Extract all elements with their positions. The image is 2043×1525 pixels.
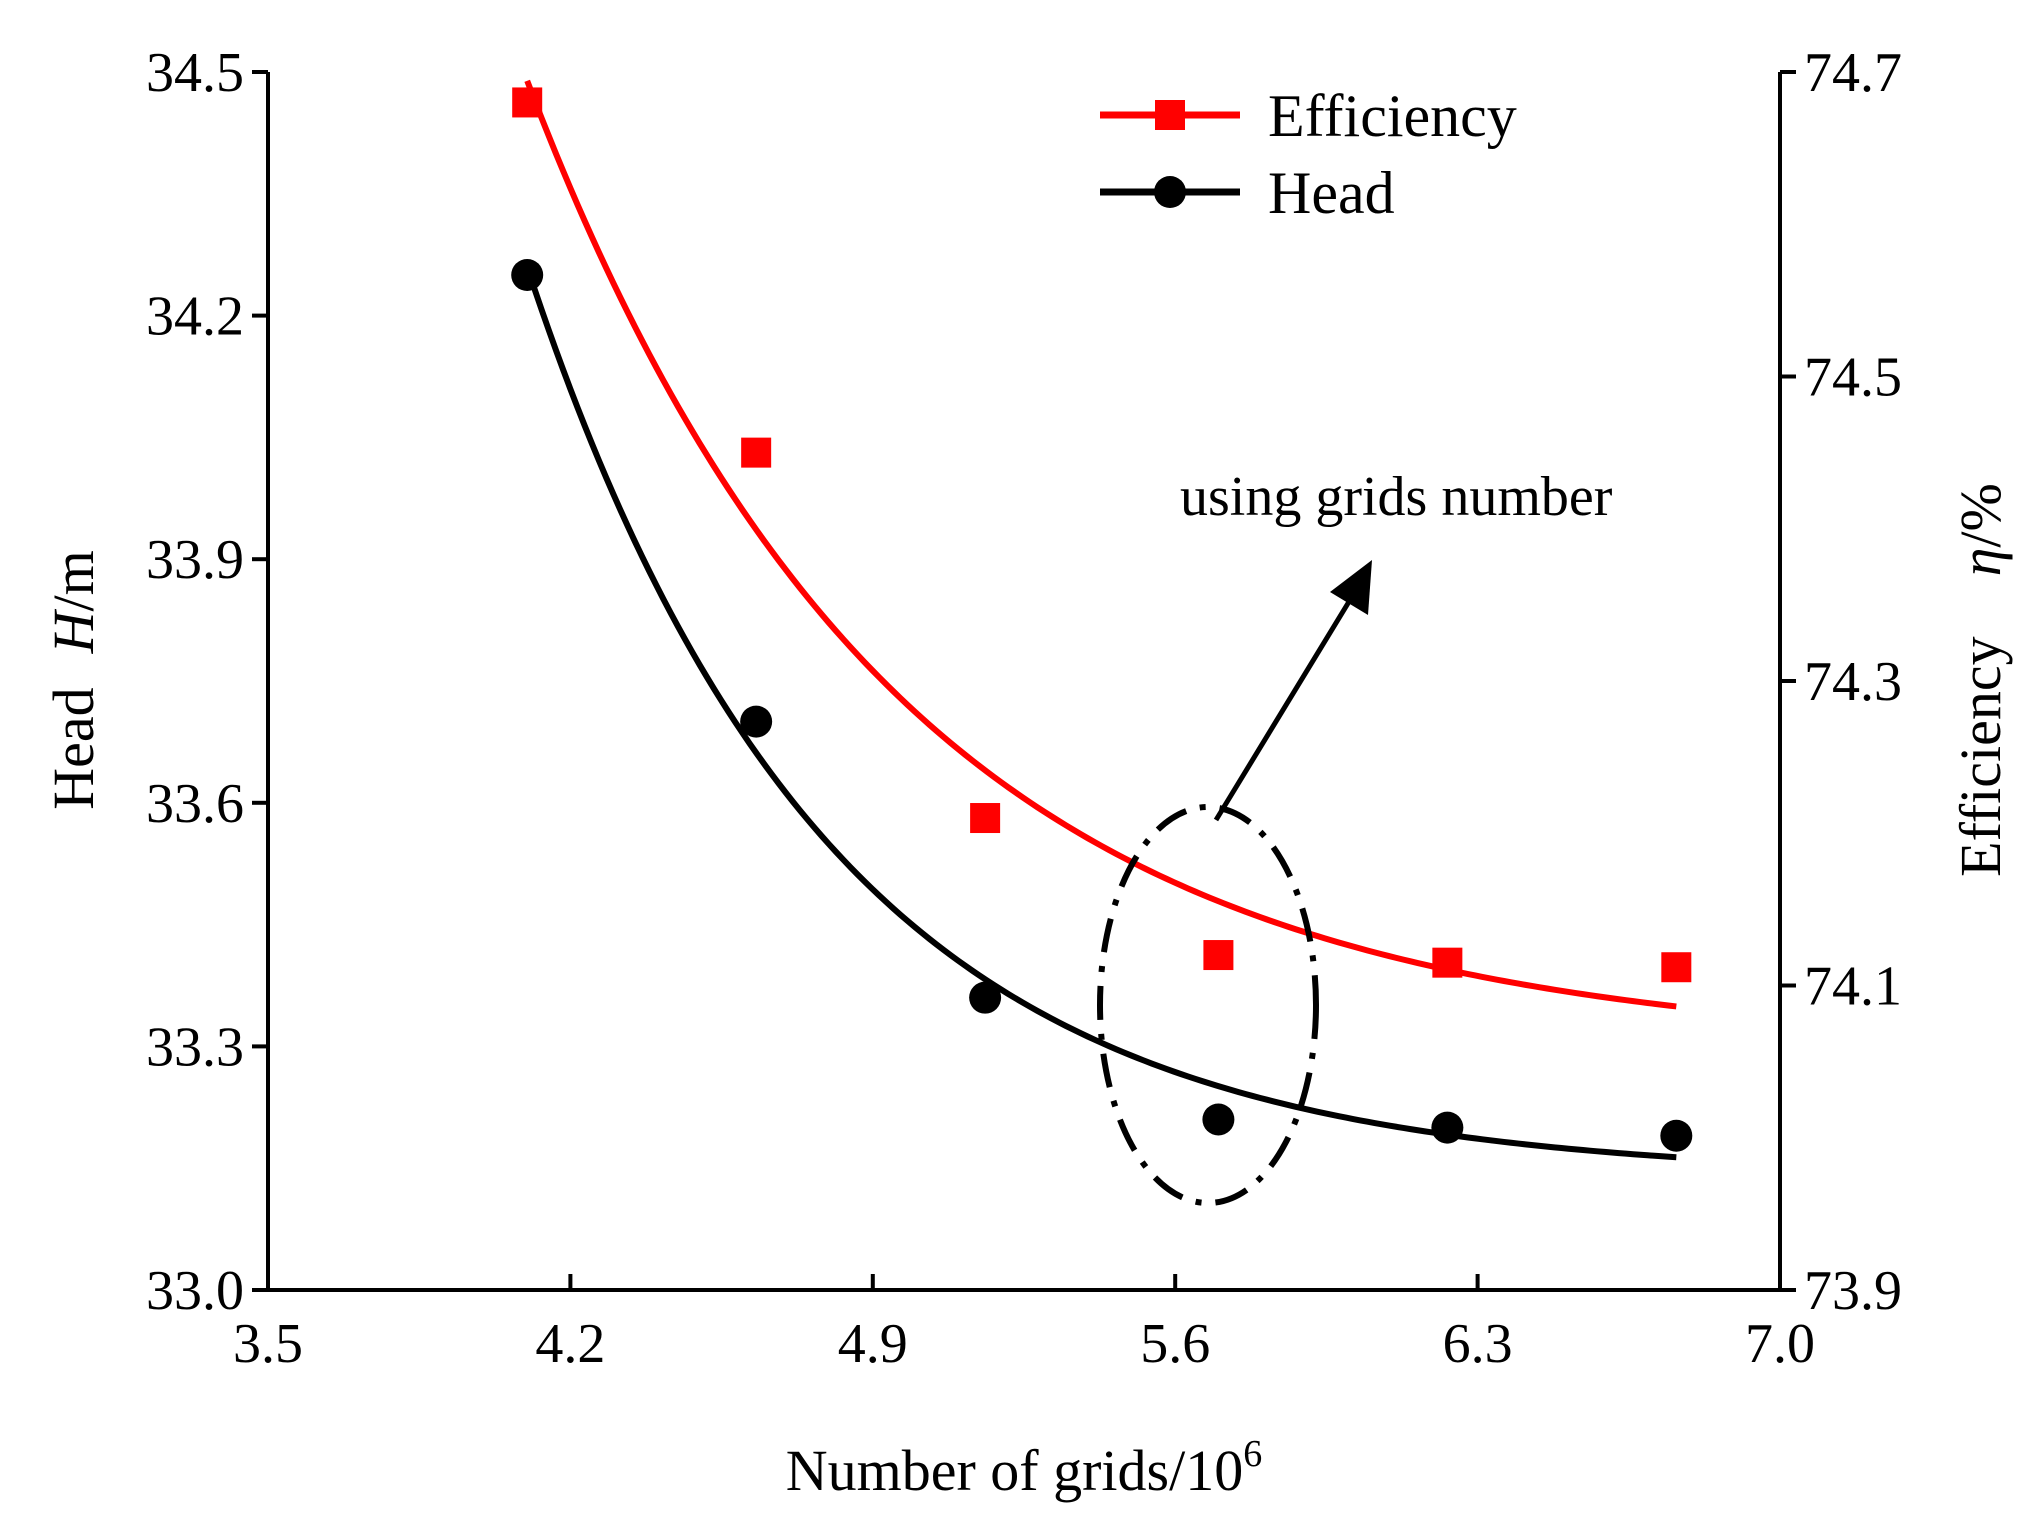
y-left-tick-label: 33.6 (146, 773, 244, 835)
highlight-ellipse (1097, 804, 1319, 1206)
efficiency-point (1432, 947, 1463, 978)
efficiency-point (1203, 940, 1234, 971)
x-tick-label: 3.5 (233, 1313, 303, 1375)
series-layer (511, 79, 1693, 1161)
legend-item-efficiency: Efficiency (1100, 83, 1517, 149)
y-left-tick-label: 33.3 (146, 1016, 244, 1078)
y-right-axis-title: Efficiency η/% (1948, 483, 2013, 877)
efficiency-point (512, 87, 543, 118)
x-tick-label: 6.3 (1443, 1313, 1513, 1375)
y-left-tick-label: 34.5 (146, 42, 244, 104)
x-axis-title-exponent: 6 (1243, 1433, 1262, 1475)
head-point (1431, 1111, 1464, 1144)
y-right-title-symbol: η (1948, 548, 2013, 577)
y-left-axis-title: Head H/m (41, 550, 106, 810)
annotation-arrowhead (1330, 560, 1372, 615)
efficiency-point (741, 437, 772, 468)
y-left-title-prefix: Head (41, 687, 106, 809)
legend-head-label: Head (1268, 160, 1395, 226)
annotation-text: using grids number (1180, 466, 1613, 528)
legend-efficiency-label: Efficiency (1268, 83, 1517, 149)
x-tick-label: 4.9 (838, 1313, 908, 1375)
y-right-tick-label: 74.5 (1804, 347, 1902, 409)
x-ticks: 3.5 4.2 4.9 5.6 6.3 7.0 (233, 1274, 1815, 1375)
head-point (1202, 1103, 1235, 1136)
x-axis-title-text: Number of grids/10 (786, 1438, 1244, 1503)
y-right-tick-label: 74.3 (1804, 651, 1902, 713)
axes (266, 72, 1782, 1292)
y-left-tick-label: 33.0 (146, 1260, 244, 1322)
y-right-tick-label: 74.1 (1804, 956, 1902, 1018)
x-tick-label: 5.6 (1140, 1313, 1210, 1375)
head-curve (524, 266, 1677, 1161)
x-tick-label: 4.2 (535, 1313, 605, 1375)
y-right-title-prefix: Efficiency (1948, 636, 2013, 876)
x-axis-title: Number of grids/106 (786, 1433, 1263, 1503)
y-right-tick-label: 74.7 (1804, 42, 1902, 104)
legend-efficiency-marker (1155, 100, 1185, 130)
y-right-title-unit: /% (1948, 483, 2013, 547)
y-left-ticks: 33.0 33.3 33.6 33.9 34.2 34.5 (146, 42, 268, 1322)
head-point (1660, 1119, 1693, 1152)
y-left-tick-label: 34.2 (146, 286, 244, 348)
legend-head-marker (1154, 176, 1186, 208)
head-point (511, 259, 544, 291)
efficiency-point (970, 803, 1001, 834)
y-right-tick-label: 73.9 (1804, 1260, 1902, 1322)
head-point (969, 981, 1002, 1014)
y-left-title-unit: /m (41, 550, 106, 611)
y-left-title-symbol: H (41, 608, 106, 654)
annotation: using grids number (1097, 466, 1613, 1206)
annotation-arrow-line (1213, 598, 1353, 822)
legend: Efficiency Head (1100, 83, 1517, 226)
efficiency-curve (524, 79, 1677, 1010)
head-point (740, 705, 773, 738)
legend-item-head: Head (1100, 160, 1395, 226)
y-right-ticks: 73.9 74.1 74.3 74.5 74.7 (1780, 42, 1902, 1322)
efficiency-point (1661, 952, 1692, 983)
y-left-tick-label: 33.9 (146, 529, 244, 591)
x-tick-label: 7.0 (1745, 1313, 1815, 1375)
